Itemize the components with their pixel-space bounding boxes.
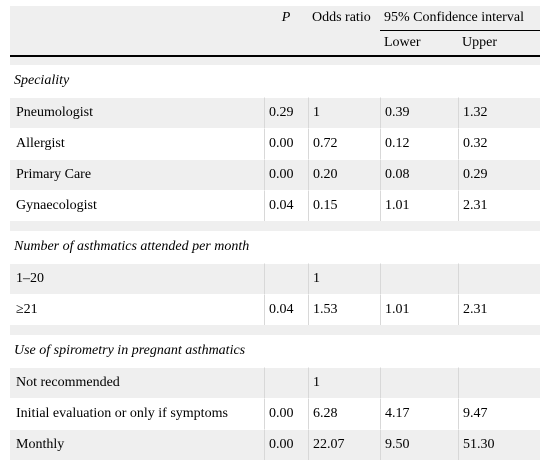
cell-upper: 0.29	[458, 159, 541, 190]
table-row: ≥21 0.04 1.53 1.01 2.31	[10, 294, 541, 325]
table-row: Not recommended 1	[10, 367, 541, 398]
cell-upper: 0.32	[458, 128, 541, 159]
section-gap	[10, 325, 541, 335]
cell-odds-ratio: 1	[308, 97, 380, 128]
cell-p: 0.04	[264, 294, 308, 325]
table-body: Speciality Pneumologist 0.29 1 0.39 1.32 Aller…	[10, 57, 541, 460]
section-title: Number of asthmatics attended per month	[10, 231, 541, 263]
cell-p: 0.04	[264, 190, 308, 221]
header-empty-4	[308, 30, 380, 57]
table-row: Allergist 0.00 0.72 0.12 0.32	[10, 128, 541, 159]
cell-lower: 0.12	[380, 128, 458, 159]
header-p: P	[264, 6, 308, 30]
cell-lower: 4.17	[380, 398, 458, 429]
cell-odds-ratio: 6.28	[308, 398, 380, 429]
odds-ratio-table: P Odds ratio 95% Confidence interval Low…	[10, 6, 541, 460]
cell-upper: 1.32	[458, 97, 541, 128]
cell-odds-ratio: 1	[308, 263, 380, 294]
section-gap	[10, 221, 541, 231]
table-row: Primary Care 0.00 0.20 0.08 0.29	[10, 159, 541, 190]
cell-upper	[458, 263, 541, 294]
header-empty-3	[264, 30, 308, 57]
cell-p	[264, 367, 308, 398]
table-container: P Odds ratio 95% Confidence interval Low…	[10, 6, 541, 460]
header-p-label: P	[281, 10, 291, 25]
cell-p: 0.00	[264, 128, 308, 159]
header-ci: 95% Confidence interval	[380, 6, 541, 30]
table-row: Pneumologist 0.29 1 0.39 1.32	[10, 97, 541, 128]
row-label: Initial evaluation or only if symptoms	[10, 398, 264, 429]
header-lower: Lower	[380, 30, 458, 57]
cell-lower: 1.01	[380, 190, 458, 221]
table-row: Monthly 0.00 22.07 9.50 51.30	[10, 429, 541, 460]
cell-p: 0.00	[264, 429, 308, 460]
cell-lower: 0.39	[380, 97, 458, 128]
row-label: Monthly	[10, 429, 264, 460]
cell-p: 0.00	[264, 398, 308, 429]
row-label: ≥21	[10, 294, 264, 325]
header-empty-2	[10, 30, 264, 57]
cell-lower: 9.50	[380, 429, 458, 460]
row-label: 1–20	[10, 263, 264, 294]
table-row: Initial evaluation or only if symptoms 0.…	[10, 398, 541, 429]
row-label: Pneumologist	[10, 97, 264, 128]
section-title: Speciality	[10, 65, 541, 97]
header-row-1: P Odds ratio 95% Confidence interval	[10, 6, 541, 30]
table-row: 1–20 1	[10, 263, 541, 294]
cell-odds-ratio: 22.07	[308, 429, 380, 460]
cell-upper	[458, 367, 541, 398]
header-row-2: Lower Upper	[10, 30, 541, 57]
cell-upper: 51.30	[458, 429, 541, 460]
cell-upper: 2.31	[458, 294, 541, 325]
cell-lower: 1.01	[380, 294, 458, 325]
spacer-row	[10, 57, 541, 65]
section-heading-row: Speciality	[10, 65, 541, 97]
cell-odds-ratio: 0.20	[308, 159, 380, 190]
row-label: Gynaecologist	[10, 190, 264, 221]
section-heading-row: Use of spirometry in pregnant asthmatics	[10, 335, 541, 367]
cell-lower: 0.08	[380, 159, 458, 190]
section-heading-row: Number of asthmatics attended per month	[10, 231, 541, 263]
header-odds-ratio: Odds ratio	[308, 6, 380, 30]
cell-p: 0.00	[264, 159, 308, 190]
row-label: Not recommended	[10, 367, 264, 398]
cell-odds-ratio: 0.72	[308, 128, 380, 159]
header-upper: Upper	[458, 30, 541, 57]
cell-p: 0.29	[264, 97, 308, 128]
row-label: Primary Care	[10, 159, 264, 190]
cell-lower	[380, 263, 458, 294]
header-empty	[10, 6, 264, 30]
section-title: Use of spirometry in pregnant asthmatics	[10, 335, 541, 367]
cell-odds-ratio: 1	[308, 367, 380, 398]
row-label: Allergist	[10, 128, 264, 159]
table-row: Gynaecologist 0.04 0.15 1.01 2.31	[10, 190, 541, 221]
cell-odds-ratio: 1.53	[308, 294, 380, 325]
cell-upper: 2.31	[458, 190, 541, 221]
cell-upper: 9.47	[458, 398, 541, 429]
cell-p	[264, 263, 308, 294]
cell-odds-ratio: 0.15	[308, 190, 380, 221]
cell-lower	[380, 367, 458, 398]
